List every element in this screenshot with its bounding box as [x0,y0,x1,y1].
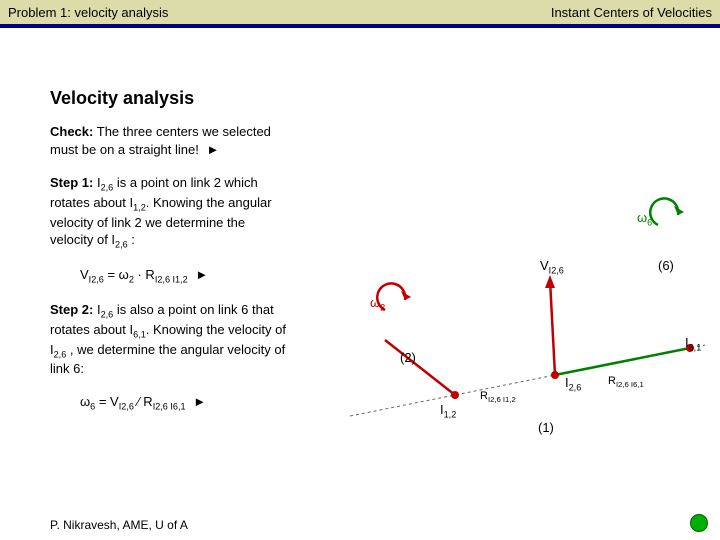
footer-credit: P. Nikravesh, AME, U of A [50,518,188,532]
step1-block: Step 1: I2,6 is a point on link 2 which … [50,174,290,251]
link-6 [555,348,690,375]
section-title: Velocity analysis [50,88,700,109]
play-icon: ► [206,141,219,159]
link-2 [385,340,455,395]
play-icon: ► [195,267,208,282]
status-indicator-icon [690,514,708,532]
step2-block: Step 2: I2,6 is also a point on link 6 t… [50,301,290,378]
step2-label: Step 2: [50,302,93,317]
slide-header: Problem 1: velocity analysis Instant Cen… [0,0,720,28]
label-I26: I2,6 [565,375,581,393]
label-two: (2) [400,350,416,365]
velocity-diagram: ω2 ω6 VI2,6 (6) (2) (1) I1,2 I2,6 I6,1 R… [340,180,710,460]
header-left: Problem 1: velocity analysis [8,5,168,20]
point-I12 [451,391,459,399]
label-I61: I6,1 [685,335,701,353]
label-VI26: VI2,6 [540,258,564,276]
velocity-arrowhead [545,275,555,288]
point-I26 [551,371,559,379]
label-omega2: ω2 [370,295,385,313]
label-R1: RI2,6 I1,2 [480,390,516,404]
omega6-arrowhead [674,206,684,215]
label-one: (1) [538,420,554,435]
label-omega6: ω6 [637,210,652,228]
label-six: (6) [658,258,674,273]
check-label: Check: [50,124,93,139]
label-I12: I1,2 [440,402,456,420]
label-R2: RI2,6 I6,1 [608,375,644,389]
omega2-arrowhead [401,291,411,300]
velocity-vector [550,280,555,375]
diagram-svg [340,180,710,460]
play-icon: ► [193,394,206,409]
check-block: Check: The three centers we selected mus… [50,123,290,158]
omega6-arc [650,198,678,225]
step1-label: Step 1: [50,175,93,190]
header-right: Instant Centers of Velocities [551,5,712,20]
